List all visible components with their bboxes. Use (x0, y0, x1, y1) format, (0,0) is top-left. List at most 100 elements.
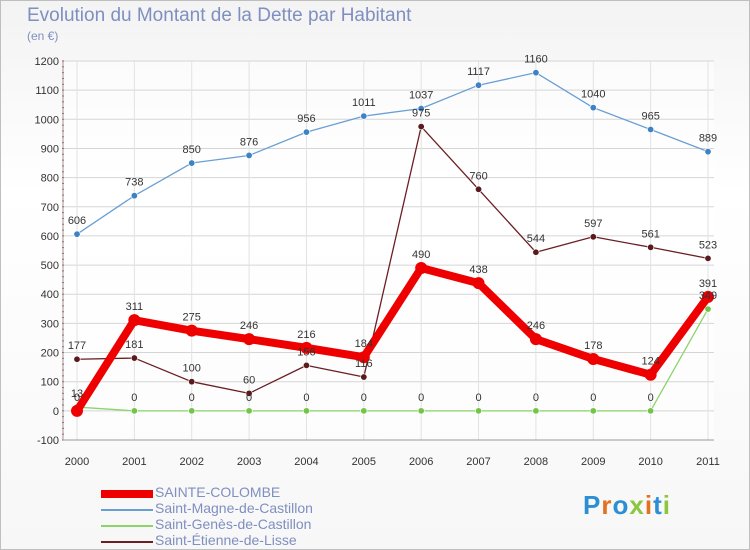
data-point (704, 254, 712, 262)
logo-letter: i (644, 490, 654, 520)
data-label: 0 (189, 392, 195, 404)
data-point (188, 159, 196, 167)
data-label: 275 (183, 312, 201, 324)
logo-letter: o (612, 490, 630, 520)
data-point (704, 305, 712, 313)
data-point (357, 351, 370, 364)
data-label: 956 (297, 113, 315, 125)
series-line-2 (76, 308, 709, 412)
data-label: 0 (361, 392, 367, 404)
data-point (243, 333, 256, 346)
data-label: 889 (699, 133, 717, 145)
y-tick-label: 900 (41, 143, 59, 155)
legend-swatch (101, 541, 153, 543)
data-label: 124 (641, 356, 659, 368)
x-tick-label: 2006 (409, 456, 433, 468)
data-point (532, 248, 540, 256)
logo-letter: r (601, 490, 613, 520)
line-chart: -100010020030040050060070080090010001100… (35, 54, 720, 468)
data-point (417, 123, 425, 131)
legend-swatch (101, 490, 153, 498)
data-label: 490 (412, 249, 430, 261)
logo-letter: t (653, 490, 663, 520)
data-label: 13 (71, 388, 83, 400)
data-point (472, 277, 485, 290)
y-tick-label: 400 (41, 289, 59, 301)
legend-label: Saint-Magne-de-Castillon (155, 500, 313, 516)
data-label: 216 (297, 329, 315, 341)
data-label: 597 (584, 218, 602, 230)
data-label: 1037 (409, 90, 433, 102)
x-tick-label: 2000 (65, 456, 89, 468)
data-point (130, 407, 138, 415)
data-point (417, 407, 425, 415)
data-point (302, 407, 310, 415)
data-label: 184 (355, 338, 373, 350)
data-point (188, 378, 196, 386)
data-point (128, 314, 141, 327)
series-line-3 (76, 125, 709, 395)
x-tick-label: 2011 (696, 456, 720, 468)
x-tick-label: 2010 (638, 456, 662, 468)
data-label: 0 (648, 392, 654, 404)
legend-label: Saint-Étienne-de-Lisse (155, 532, 297, 548)
data-label: 178 (584, 340, 602, 352)
y-tick-label: 100 (41, 377, 59, 389)
data-label: 181 (125, 339, 143, 351)
logo-letter: x (629, 490, 645, 520)
data-point (130, 354, 138, 362)
chart-subtitle: (en €) (27, 29, 59, 43)
data-label: 1117 (467, 66, 490, 78)
data-label: 975 (412, 108, 430, 120)
data-point (245, 151, 253, 159)
data-point (647, 243, 655, 251)
data-point (589, 407, 597, 415)
data-label: 850 (183, 144, 201, 156)
x-tick-label: 2002 (179, 456, 203, 468)
data-point (475, 81, 483, 89)
data-point (589, 233, 597, 241)
data-label: 116 (355, 358, 373, 370)
data-point (415, 261, 428, 274)
x-tick-label: 2007 (466, 456, 490, 468)
data-point (302, 361, 310, 369)
data-label: 523 (699, 239, 717, 251)
data-point (185, 324, 198, 337)
data-point (587, 352, 600, 365)
y-tick-label: 700 (41, 202, 59, 214)
gridlines (63, 60, 714, 441)
data-point (245, 389, 253, 397)
data-label: 606 (68, 215, 86, 227)
data-label: 1011 (352, 97, 376, 109)
data-point (647, 126, 655, 134)
x-tick-label: 2001 (122, 456, 146, 468)
data-label: 60 (243, 374, 255, 386)
x-tick-label: 2003 (237, 456, 261, 468)
data-label: 0 (74, 392, 80, 404)
logo-letter: i (662, 490, 671, 520)
data-label: 177 (68, 340, 86, 352)
data-label: 246 (240, 320, 258, 332)
x-tick-label: 2005 (352, 456, 376, 468)
axes: -100010020030040050060070080090010001100… (35, 56, 720, 468)
data-point (73, 355, 81, 363)
x-tick-label: 2004 (294, 456, 318, 468)
data-point (529, 333, 542, 346)
data-label: 311 (126, 301, 144, 313)
data-point (644, 368, 657, 381)
logo-letter: P (583, 490, 602, 520)
data-point (73, 230, 81, 238)
proxiti-logo: Proxiti (583, 490, 671, 521)
chart-title: Evolution du Montant de la Dette par Hab… (27, 5, 412, 26)
data-point (360, 373, 368, 381)
data-point (417, 105, 425, 113)
data-label: 0 (475, 392, 481, 404)
y-tick-label: 500 (41, 260, 59, 272)
legend-swatch (101, 525, 153, 527)
legend-swatch (101, 509, 153, 511)
data-point (302, 128, 310, 136)
data-point (704, 148, 712, 156)
data-label: 0 (246, 392, 252, 404)
y-tick-label: 800 (41, 173, 59, 185)
